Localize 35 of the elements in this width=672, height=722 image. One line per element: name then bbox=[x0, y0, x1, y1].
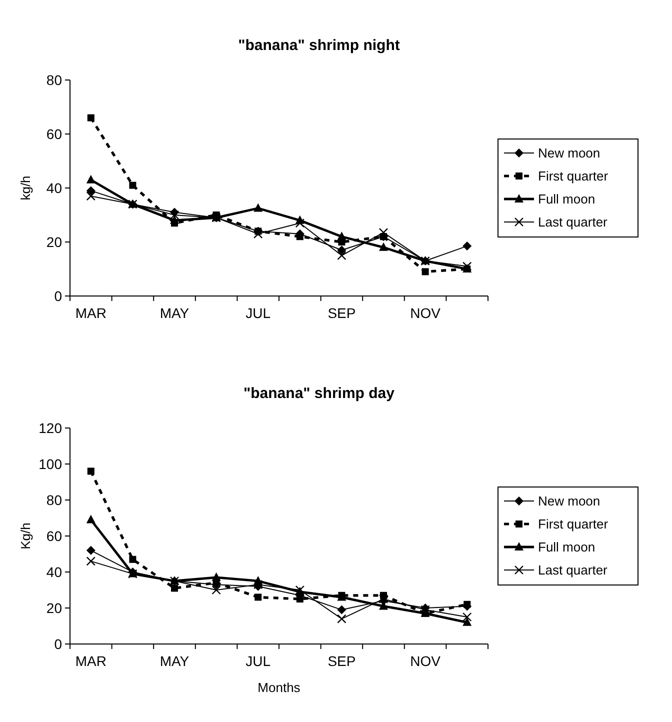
x-tick-label: NOV bbox=[410, 653, 442, 669]
y-tick-label: 80 bbox=[46, 72, 62, 88]
x-tick-label: MAR bbox=[75, 305, 106, 321]
x-tick-label: MAR bbox=[75, 653, 106, 669]
chart-title: "banana" shrimp night bbox=[238, 37, 400, 54]
y-tick-label: 120 bbox=[38, 420, 62, 436]
legend-label: New moon bbox=[538, 494, 600, 509]
x-tick-label: MAY bbox=[160, 305, 190, 321]
y-tick-label: 40 bbox=[46, 180, 62, 196]
y-axis-title: Kg/h bbox=[18, 522, 33, 550]
legend-label: Full moon bbox=[538, 540, 596, 555]
y-tick-label: 0 bbox=[54, 288, 62, 304]
chart-title: "banana" shrimp day bbox=[244, 385, 396, 402]
x-tick-label: JUL bbox=[246, 653, 271, 669]
y-tick-label: 20 bbox=[46, 234, 62, 250]
legend-label: Last quarter bbox=[538, 562, 608, 578]
y-tick-label: 60 bbox=[46, 126, 62, 142]
legend-label: Full moon bbox=[538, 192, 596, 207]
y-tick-label: 100 bbox=[38, 456, 62, 472]
x-tick-label: MAY bbox=[160, 653, 190, 669]
legend-label: First quarter bbox=[538, 516, 609, 532]
y-tick-label: 40 bbox=[46, 564, 62, 580]
y-tick-label: 20 bbox=[46, 600, 62, 616]
x-axis-title: Months bbox=[258, 680, 301, 695]
y-tick-label: 60 bbox=[46, 528, 62, 544]
legend-label: New moon bbox=[538, 146, 600, 161]
y-axis-title: kg/h bbox=[18, 176, 33, 200]
y-tick-label: 80 bbox=[46, 492, 62, 508]
legend-label: First quarter bbox=[538, 168, 609, 184]
x-tick-label: SEP bbox=[328, 653, 356, 669]
y-tick-label: 0 bbox=[54, 636, 62, 652]
x-tick-label: SEP bbox=[328, 305, 356, 321]
x-tick-label: JUL bbox=[246, 305, 271, 321]
legend-label: Last quarter bbox=[538, 214, 608, 230]
x-tick-label: NOV bbox=[410, 305, 442, 321]
